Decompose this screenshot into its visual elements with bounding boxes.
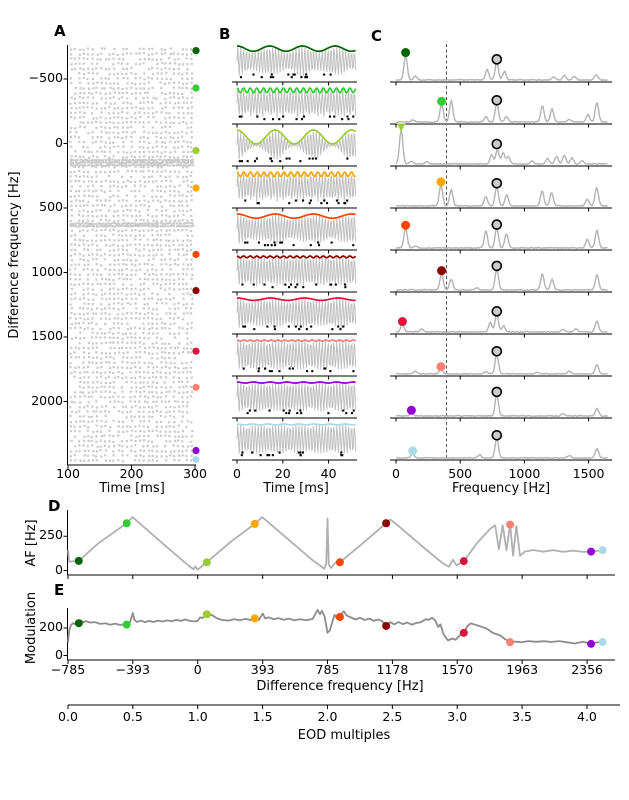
eod-xtick-label: 0.0 [58,709,78,724]
eod-xtick-label: 1.5 [252,709,273,724]
e-ytick-label: 0 [55,646,63,662]
e-xtick-label: −393 [115,662,150,677]
panel-a-letter: A [54,22,66,40]
power-spectra [390,41,612,464]
b-xtick-label: 40 [320,466,337,481]
panel-d-letter: D [48,497,61,515]
eod-xtick-label: 2.5 [382,709,403,724]
e-xtick-label: 0 [193,662,202,677]
modulation-curve [63,608,615,664]
a-xtick-label: 300 [183,466,207,481]
a-ytick-label: −500 [28,70,63,85]
panel-c-letter: C [371,27,383,45]
eod-xtick-label: 0.5 [122,709,143,724]
eod-axis [67,704,620,709]
e-xtick-label: −785 [50,662,86,677]
raster-plot [63,45,196,469]
c-xtick-label: 500 [448,466,473,481]
eod-xtick-label: 3.5 [512,709,533,724]
a-ytick-label: 500 [39,199,63,214]
eod-xtick-label: 2.0 [317,709,338,724]
panel-e-letter: E [54,581,65,599]
c-xtick-label: 1000 [508,466,541,481]
a-xtick-label: 100 [56,466,80,481]
c-xtick-label: 0 [392,466,400,481]
panel-e-xlabel: Difference frequency [Hz] [256,679,424,694]
eod-xtick-label: 1.0 [187,709,208,724]
eod-axis-xlabel: EOD multiples [297,728,391,743]
e-xtick-label: 785 [315,662,340,677]
d-ytick-label: 250 [39,527,63,543]
a-ytick-label: 1000 [31,263,63,279]
condition-markers [192,47,200,464]
a-ytick-label: 0 [55,134,63,150]
a-ytick-label: 1500 [31,328,63,343]
e-xtick-label: 1963 [506,662,539,677]
e-xtick-label: 1178 [376,662,409,677]
eod-xtick-label: 3.0 [447,709,468,724]
d-ytick-label: 0 [55,561,63,577]
e-xtick-label: 393 [250,662,275,677]
af-curve [63,510,615,579]
a-ytick-label: 2000 [31,392,63,408]
e-xtick-label: 1570 [441,662,474,677]
panel-d-ylabel: AF [Hz] [23,519,39,567]
panel-b-xlabel: Time [ms] [263,481,329,496]
panel-a-ylabel: Difference frequency [Hz] [6,171,22,339]
panel-b-letter: B [219,25,231,43]
c-xtick-label: 1500 [572,466,605,481]
panel-c-xlabel: Frequency [Hz] [451,481,551,496]
e-ytick-label: 200 [39,619,63,634]
b-xtick-label: 0 [233,466,241,481]
e-xtick-label: 2356 [571,662,604,677]
b-xtick-label: 20 [274,466,291,481]
panel-a-xlabel: Time [ms] [99,481,165,496]
eod-xtick-label: 4.0 [577,709,597,724]
a-xtick-label: 200 [119,466,144,481]
beat-waveforms [232,45,357,464]
